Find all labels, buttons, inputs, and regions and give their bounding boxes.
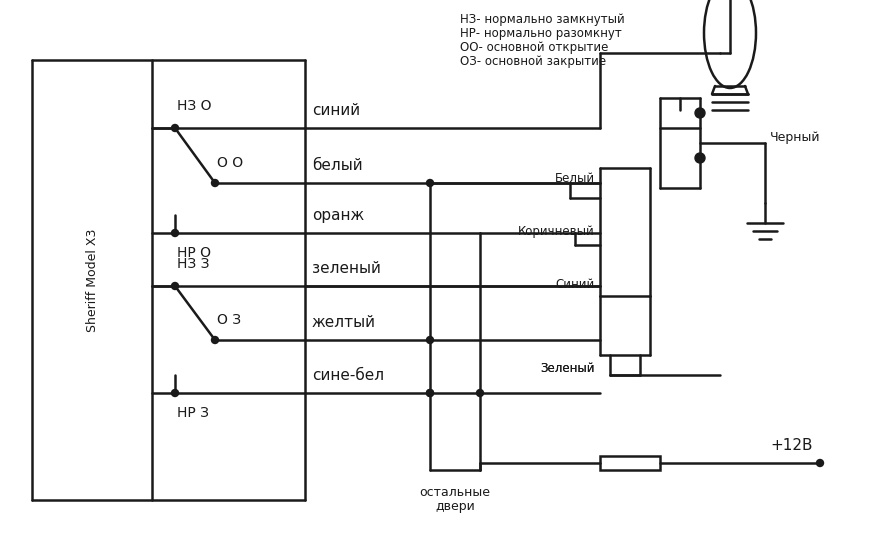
Text: Коричневый: Коричневый bbox=[518, 224, 595, 238]
Bar bbox=[600, 456, 660, 470]
Text: НР О: НР О bbox=[177, 246, 211, 260]
Circle shape bbox=[211, 180, 218, 186]
Text: остальные: остальные bbox=[420, 486, 491, 499]
Circle shape bbox=[426, 180, 433, 186]
Text: О О: О О bbox=[217, 156, 243, 170]
Circle shape bbox=[695, 108, 705, 118]
Circle shape bbox=[171, 282, 179, 290]
Text: синий: синий bbox=[312, 103, 360, 118]
Text: Черный: Черный bbox=[770, 132, 820, 145]
Text: Sheriff Model X3: Sheriff Model X3 bbox=[86, 228, 98, 331]
Text: белый: белый bbox=[312, 158, 362, 173]
Text: сине-бел: сине-бел bbox=[312, 368, 385, 383]
Text: Синий: Синий bbox=[556, 277, 595, 291]
Text: Зеленый: Зеленый bbox=[540, 362, 595, 374]
Text: +12В: +12В bbox=[770, 437, 812, 453]
Circle shape bbox=[171, 124, 179, 132]
Text: Зеленый: Зеленый bbox=[540, 362, 595, 374]
Text: Белый: Белый bbox=[555, 171, 595, 185]
Text: желтый: желтый bbox=[312, 315, 376, 330]
Text: ОЗ- основной закрытие: ОЗ- основной закрытие bbox=[460, 55, 606, 68]
Circle shape bbox=[426, 389, 433, 397]
Text: О З: О З bbox=[217, 313, 241, 327]
Circle shape bbox=[426, 336, 433, 344]
Text: НЗ О: НЗ О bbox=[177, 99, 211, 113]
Text: ОО- основной открытие: ОО- основной открытие bbox=[460, 41, 608, 54]
Circle shape bbox=[817, 459, 824, 466]
Text: НР- нормально разомкнут: НР- нормально разомкнут bbox=[460, 27, 621, 40]
Circle shape bbox=[171, 229, 179, 237]
Circle shape bbox=[476, 389, 484, 397]
Circle shape bbox=[426, 389, 433, 397]
Text: зеленый: зеленый bbox=[312, 261, 381, 276]
Text: оранж: оранж bbox=[312, 208, 364, 223]
Circle shape bbox=[211, 336, 218, 344]
Circle shape bbox=[695, 153, 705, 163]
Text: двери: двери bbox=[435, 500, 475, 513]
Text: НЗ З: НЗ З bbox=[177, 257, 210, 271]
Circle shape bbox=[171, 389, 179, 397]
Text: НЗ- нормально замкнутый: НЗ- нормально замкнутый bbox=[460, 13, 625, 26]
Text: НР З: НР З bbox=[177, 406, 209, 420]
